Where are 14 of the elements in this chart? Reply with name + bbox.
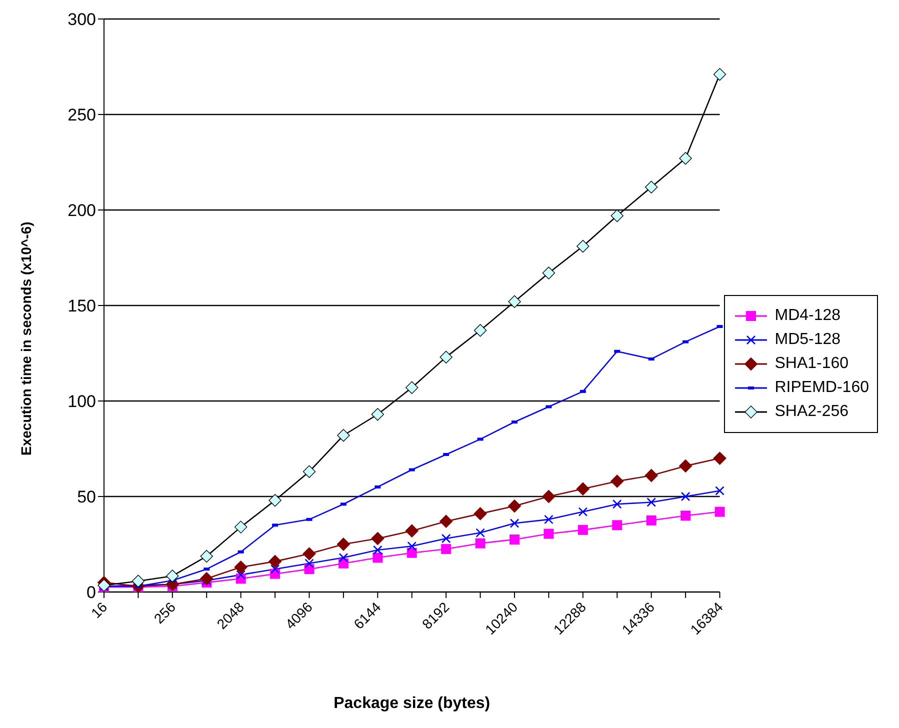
x-axis-title: Package size (bytes) <box>334 695 490 712</box>
y-axis-title: Execution time in seconds (x10^-6) <box>18 222 34 456</box>
y-tick-label: 300 <box>68 10 96 30</box>
legend-label: SHA2-256 <box>774 403 849 421</box>
legend-label: SHA1-160 <box>774 355 849 373</box>
y-tick-label: 100 <box>68 392 96 412</box>
legend-label: MD5-128 <box>774 331 841 349</box>
y-tick-label: 50 <box>77 488 96 507</box>
y-tick-label: 250 <box>68 106 96 125</box>
legend-label: MD4-128 <box>774 307 841 325</box>
y-tick-label: 150 <box>68 296 96 316</box>
x-tick-label: 256 <box>150 598 179 627</box>
legend-label: RIPEMD-160 <box>774 379 869 397</box>
y-tick-label: 200 <box>68 201 96 220</box>
